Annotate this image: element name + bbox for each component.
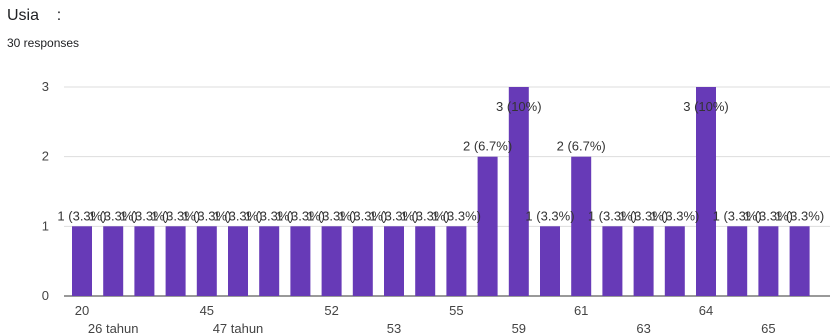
x-tick-label: 63 [636,321,650,335]
data-label: 1 (3.3%) [182,208,231,223]
response-count: 30 responses [7,36,80,50]
y-tick-label: 3 [42,79,49,94]
data-label: 1 (3.3%) [432,208,481,223]
data-label: 1 (3.3%) [89,208,138,223]
bar [321,226,342,296]
bar [134,226,155,296]
y-tick-label: 2 [42,149,49,164]
data-label: 1 (3.3%) [744,208,793,223]
bar [259,226,280,296]
data-label: 1 (3.3%) [775,208,824,223]
x-tick-label: 64 [699,303,713,318]
bar [384,226,404,296]
bar [415,226,436,296]
x-tick-label: 45 [200,303,214,318]
data-label: 1 (3.3%) [120,208,169,223]
x-tick-label: 61 [574,303,588,318]
bar [446,226,467,296]
x-tick-label: 65 [761,321,775,335]
bar [540,226,560,296]
bar [758,226,779,296]
data-label: 1 (3.3%) [401,208,450,223]
bar [602,226,623,296]
y-tick-label: 0 [42,288,49,303]
data-label: 3 (10%) [683,99,729,114]
data-label: 1 (3.3%) [276,208,325,223]
bar [727,226,748,296]
bar [571,156,592,296]
bar [352,226,373,296]
x-tick-label: 53 [387,321,401,335]
x-tick-label: 55 [449,303,463,318]
data-label: 1 (3.3%) [650,208,699,223]
data-label: 1 (3.3%) [57,208,106,223]
data-label: 1 (3.3%) [713,208,762,223]
bar [290,226,311,296]
x-tick-label: 59 [512,321,526,335]
bar [696,87,716,296]
data-label: 1 (3.3%) [245,208,294,223]
question-title: Usia : [7,7,62,24]
data-label: 1 (3.3%) [619,208,668,223]
data-label: 2 (6.7%) [463,139,512,154]
data-label: 1 (3.3%) [213,208,262,223]
x-tick-label: 52 [324,303,338,318]
data-label: 1 (3.3%) [151,208,200,223]
data-label: 1 (3.3%) [369,208,418,223]
bar [196,226,217,296]
data-label: 2 (6.7%) [557,139,606,154]
bar [228,226,248,296]
bar [508,87,529,296]
data-label: 1 (3.3%) [588,208,637,223]
bar [477,156,498,296]
data-label: 3 (10%) [496,99,542,114]
bar [633,226,654,296]
data-label: 1 (3.3%) [525,208,574,223]
x-tick-label: 26 tahun [88,321,139,335]
x-tick-label: 20 [75,303,89,318]
bar [165,226,186,296]
x-tick-label: 47 tahun [213,321,264,335]
data-label: 1 (3.3%) [307,208,356,223]
data-label: 1 (3.3%) [338,208,387,223]
y-tick-label: 1 [42,218,49,233]
bar [103,226,124,296]
bar [664,226,685,296]
bar [789,226,810,296]
bar [72,226,92,296]
